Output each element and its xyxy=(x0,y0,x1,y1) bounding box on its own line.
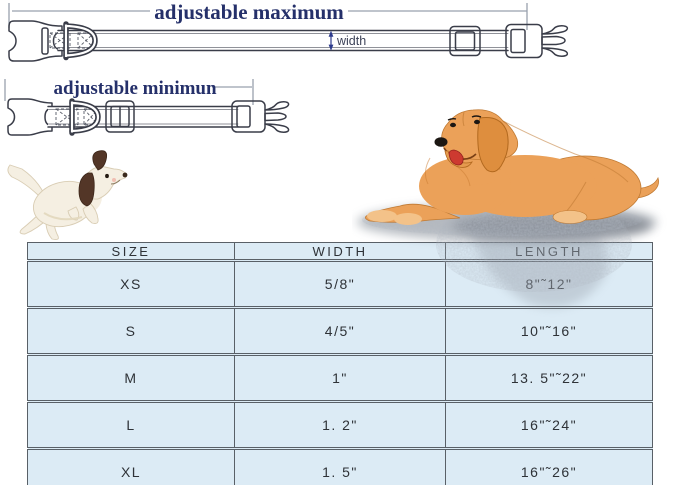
d-ring-icon xyxy=(69,98,101,136)
width-annotation: width xyxy=(328,30,366,51)
cell-length: 16"˜26" xyxy=(445,447,653,485)
cell-size: L xyxy=(27,400,235,449)
puppy-eye xyxy=(105,173,109,179)
cell-size: S xyxy=(27,306,235,355)
male-buckle-icon xyxy=(505,23,569,59)
female-buckle-icon xyxy=(7,98,53,136)
arrow-down-icon xyxy=(328,44,334,51)
cell-size: M xyxy=(27,353,235,402)
strap xyxy=(58,30,508,51)
female-buckle-icon xyxy=(8,20,63,62)
puppy-nose xyxy=(122,172,128,178)
puppy-face xyxy=(78,150,128,207)
arrow-up-icon xyxy=(328,30,334,37)
tri-glide-slider-icon xyxy=(449,25,481,57)
table-row-l: L 1. 2" 16"˜24" xyxy=(27,400,653,449)
dog-face xyxy=(434,111,509,173)
puppy-body xyxy=(7,164,128,241)
cell-length: 8"˜12" xyxy=(445,259,653,308)
puppy-illustration xyxy=(7,150,128,241)
collar-maximum-diagram: adjustable maximum xyxy=(8,0,569,62)
table-row-xs: XS 5/8" 8"˜12" xyxy=(27,259,653,308)
collar-max-title: adjustable maximum xyxy=(154,0,344,24)
collar-min-title: adjustable minimun xyxy=(53,78,217,99)
cell-length: 16"˜24" xyxy=(445,400,653,449)
cell-size: XL xyxy=(27,447,235,485)
webbing-strap xyxy=(57,29,509,52)
cell-width: 1. 5" xyxy=(234,447,446,485)
width-label: width xyxy=(336,34,366,48)
cell-width: 5/8" xyxy=(234,259,446,308)
d-ring-icon xyxy=(63,21,98,61)
cell-width: 1" xyxy=(234,353,446,402)
dog-body xyxy=(365,109,659,225)
cell-length: 13. 5"˜22" xyxy=(445,353,653,402)
col-header-size: SIZE xyxy=(27,242,235,261)
table-row-xl: XL 1. 5" 16"˜26" xyxy=(27,447,653,485)
collar-minimum-diagram: adjustable minimun xyxy=(4,78,290,136)
cell-width: 1. 2" xyxy=(234,400,446,449)
cell-width: 4/5" xyxy=(234,306,446,355)
tri-glide-slider-icon xyxy=(105,100,135,133)
table-row-m: M 1" 13. 5"˜22" xyxy=(27,353,653,402)
table-row-s: S 4/5" 10"˜16" xyxy=(27,306,653,355)
cell-length: 10"˜16" xyxy=(445,306,653,355)
male-buckle-icon xyxy=(231,100,290,133)
cell-size: XS xyxy=(27,259,235,308)
col-header-width: WIDTH xyxy=(234,242,446,261)
webbing-strap xyxy=(47,105,239,128)
size-chart-table: SIZE WIDTH LENGTH XS 5/8" 8"˜12" S 4/5" … xyxy=(27,242,653,485)
adult-dog-illustration xyxy=(365,109,659,225)
